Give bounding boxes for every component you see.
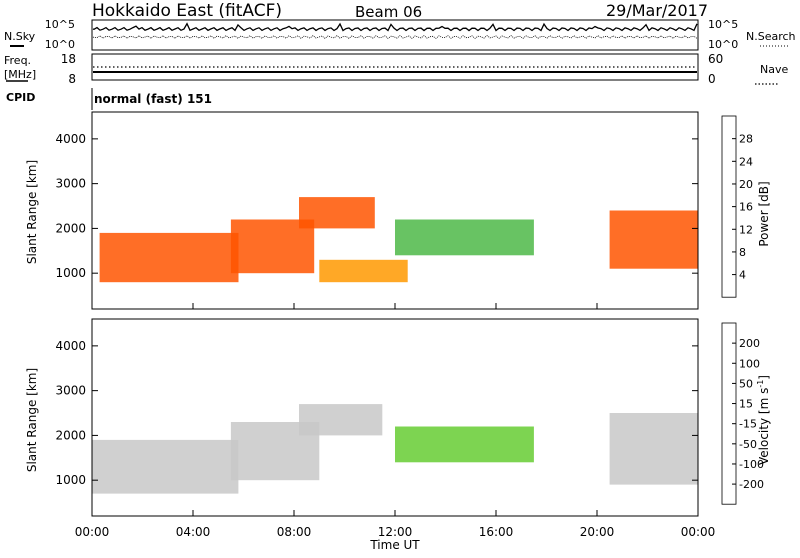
colorbar-tick-label: 8 [739, 246, 746, 259]
scatter-region [609, 413, 698, 485]
x-tick-label: 08:00 [277, 525, 312, 539]
colorbar-tick-label: 50 [739, 377, 753, 390]
noise-left-tick-top: 10^5 [45, 18, 75, 31]
colorbar-tick-label: 12 [739, 223, 753, 236]
power-axes: 1000 2000 3000 4000 [55, 132, 698, 280]
cpid-value: normal (fast) 151 [94, 92, 212, 106]
y-tick-label: 4000 [55, 132, 86, 146]
y-tick-label: 1000 [55, 266, 86, 280]
scatter-region [299, 404, 383, 436]
colorbar-tick-label: -100 [739, 458, 764, 471]
colorbar-tick-label: 16 [739, 201, 753, 214]
velocity-y-label: Slant Range [km] [25, 368, 39, 472]
freq-right-tick-top: 60 [708, 52, 723, 66]
noise-left-tick-bottom: 10^0 [45, 38, 75, 51]
x-tick-label: 00:00 [75, 525, 110, 539]
colorbar-tick-label: 24 [739, 155, 753, 168]
colorbar-tick-label: 20 [739, 178, 753, 191]
power-data [99, 197, 698, 283]
n-sky-label: N.Sky [4, 30, 36, 43]
noise-right-tick-bottom: 10^0 [708, 38, 738, 51]
colorbar-tick-label: 200 [739, 337, 760, 350]
cpid-label: CPID [6, 91, 35, 104]
scatter-region [99, 232, 239, 283]
x-tick-label: 20:00 [580, 525, 615, 539]
x-tick-label: 16:00 [479, 525, 514, 539]
x-tick-label: 00:00 [681, 525, 716, 539]
colorbar-tick-label: -200 [739, 478, 764, 491]
n-sky-trace [92, 35, 698, 39]
velocity-colorbar: 200 100 50 15 -15 -50 -100 -200 [721, 322, 764, 505]
colorbar-tick-label: -15 [739, 418, 757, 431]
colorbar-tick-label: 15 [739, 398, 753, 411]
freq-left-tick-top: 18 [61, 52, 76, 66]
power-y-label: Slant Range [km] [25, 160, 39, 264]
scatter-region [319, 259, 408, 283]
scatter-region [92, 439, 239, 494]
y-tick-label: 1000 [55, 473, 86, 487]
y-tick-label: 2000 [55, 221, 86, 235]
y-tick-label: 4000 [55, 339, 86, 353]
freq-right-tick-bottom: 0 [708, 72, 716, 86]
freq-left-tick-bottom: 8 [68, 72, 76, 86]
y-tick-label: 2000 [55, 428, 86, 442]
y-tick-label: 3000 [55, 384, 86, 398]
scatter-region [299, 197, 375, 229]
scatter-region [395, 426, 534, 463]
noise-traces [92, 22, 698, 39]
y-tick-label: 3000 [55, 177, 86, 191]
colorbar-frame [721, 322, 737, 505]
n-search-trace [92, 22, 698, 32]
freq-label-top: Freq. [4, 54, 31, 67]
x-tick-label: 12:00 [378, 525, 413, 539]
velocity-data [92, 404, 698, 494]
power-colorbar: 4 8 12 16 20 24 28 [721, 115, 753, 298]
x-axis-ticks: 00:00 04:00 08:00 12:00 16:00 20:00 00:00 [75, 303, 716, 539]
noise-right-tick-top: 10^5 [708, 18, 738, 31]
scatter-region [609, 210, 698, 269]
power-colorbar-label: Power [dB] [757, 181, 771, 246]
n-search-label: N.Search [746, 30, 796, 43]
noise-panel [91, 19, 699, 51]
x-tick-label: 04:00 [176, 525, 211, 539]
colorbar-tick-label: -50 [739, 438, 757, 451]
nave-label: Nave [760, 63, 788, 76]
scatter-region [395, 219, 534, 256]
freq-label-bottom: [MHz] [4, 68, 36, 81]
velocity-axes: 1000 2000 3000 4000 [55, 339, 698, 487]
colorbar-tick-label: 100 [739, 357, 760, 370]
freq-panel [91, 53, 699, 81]
beam-label: Beam 06 [355, 3, 422, 21]
velocity-colorbar-label: Velocity [m s-1] [756, 375, 771, 465]
scatter-region [230, 219, 315, 274]
date-label: 29/Mar/2017 [606, 1, 708, 20]
x-axis-title: Time UT [369, 538, 420, 552]
colorbar-tick-label: 28 [739, 133, 753, 146]
plot-title: Hokkaido East (fitACF) [92, 1, 282, 21]
colorbar-tick-label: 4 [739, 269, 746, 282]
